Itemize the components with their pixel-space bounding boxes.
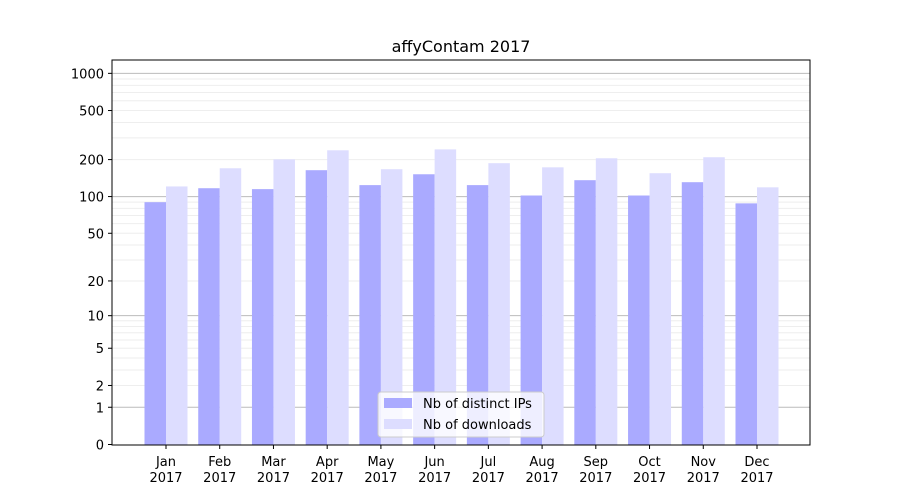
x-tick-label: Apr — [316, 455, 339, 470]
x-tick-label: 2017 — [526, 471, 559, 486]
y-tick-label: 5 — [96, 342, 104, 357]
x-tick-label: May — [367, 455, 394, 470]
bar-ips — [466, 185, 489, 445]
legend-swatch — [384, 419, 412, 429]
bar-downloads — [595, 158, 618, 445]
x-tick-label: 2017 — [472, 471, 505, 486]
bar-ips — [574, 180, 596, 445]
x-tick-label: Mar — [261, 455, 286, 470]
y-tick-label: 10 — [87, 310, 104, 325]
bars — [144, 149, 779, 445]
y-tick-label: 2 — [96, 379, 104, 394]
bar-ips — [681, 182, 704, 445]
x-tick-label: Oct — [638, 455, 660, 470]
plot-frame — [111, 59, 811, 446]
y-tick-label: 20 — [87, 275, 104, 290]
x-tick-label: 2017 — [364, 471, 397, 486]
x-tick-label: Dec — [744, 455, 769, 470]
x-tick-label: 2017 — [257, 471, 290, 486]
y-axis: 0 1 2 5 10 20 50 100 200 500 1000 — [71, 67, 112, 454]
bar-downloads — [219, 168, 242, 445]
bar-downloads — [703, 157, 725, 445]
bar-ips — [735, 203, 757, 445]
y-tick-label: 500 — [79, 105, 104, 120]
bar-ips — [198, 188, 220, 445]
legend-box — [377, 391, 545, 438]
bar-ips — [628, 195, 650, 445]
bar-downloads — [327, 150, 349, 445]
x-tick-label: Jan — [155, 455, 176, 470]
x-tick-label: Feb — [208, 455, 231, 470]
x-tick-label: 2017 — [311, 471, 344, 486]
y-tick-label: 50 — [87, 227, 104, 242]
x-tick-label: Nov — [691, 455, 717, 470]
y-tick-label: 1000 — [71, 67, 104, 82]
legend: Nb of distinct IPs Nb of downloads — [377, 391, 545, 438]
x-tick-label: 2017 — [149, 471, 182, 486]
x-tick-label: Jun — [423, 455, 444, 470]
y-tick-label: 100 — [79, 191, 104, 206]
bar-downloads — [434, 149, 457, 445]
bar-downloads — [380, 169, 403, 445]
x-tick-label: 2017 — [740, 471, 773, 486]
bar-downloads — [542, 167, 564, 445]
bar-downloads — [757, 187, 779, 445]
x-tick-label: 2017 — [203, 471, 236, 486]
legend-label: Nb of distinct IPs — [423, 397, 532, 412]
x-tick-label: Jul — [480, 455, 497, 470]
y-tick-label: 1 — [96, 401, 104, 416]
chart-title: affyContam 2017 — [392, 37, 531, 56]
x-tick-label: 2017 — [687, 471, 720, 486]
bar-downloads — [166, 186, 188, 445]
bar-downloads — [273, 159, 295, 445]
bar-downloads — [488, 163, 510, 445]
legend-label: Nb of downloads — [423, 418, 532, 433]
x-tick-label: Sep — [584, 455, 609, 470]
bar-ips — [305, 170, 328, 445]
bar-ips — [413, 174, 435, 445]
legend-swatch — [384, 398, 412, 408]
bar-ips — [251, 189, 274, 445]
x-tick-label: 2017 — [418, 471, 451, 486]
x-axis: Jan2017Feb2017Mar2017Apr2017May2017Jun20… — [149, 445, 774, 486]
x-tick-label: Aug — [529, 455, 554, 470]
x-tick-label: 2017 — [633, 471, 666, 486]
bar-ips — [144, 202, 166, 445]
y-tick-label: 200 — [79, 154, 104, 169]
y-tick-label: 0 — [96, 439, 104, 454]
bar-ips — [359, 185, 381, 445]
bar-ips — [520, 195, 543, 445]
bar-downloads — [649, 173, 672, 445]
x-tick-label: 2017 — [579, 471, 612, 486]
